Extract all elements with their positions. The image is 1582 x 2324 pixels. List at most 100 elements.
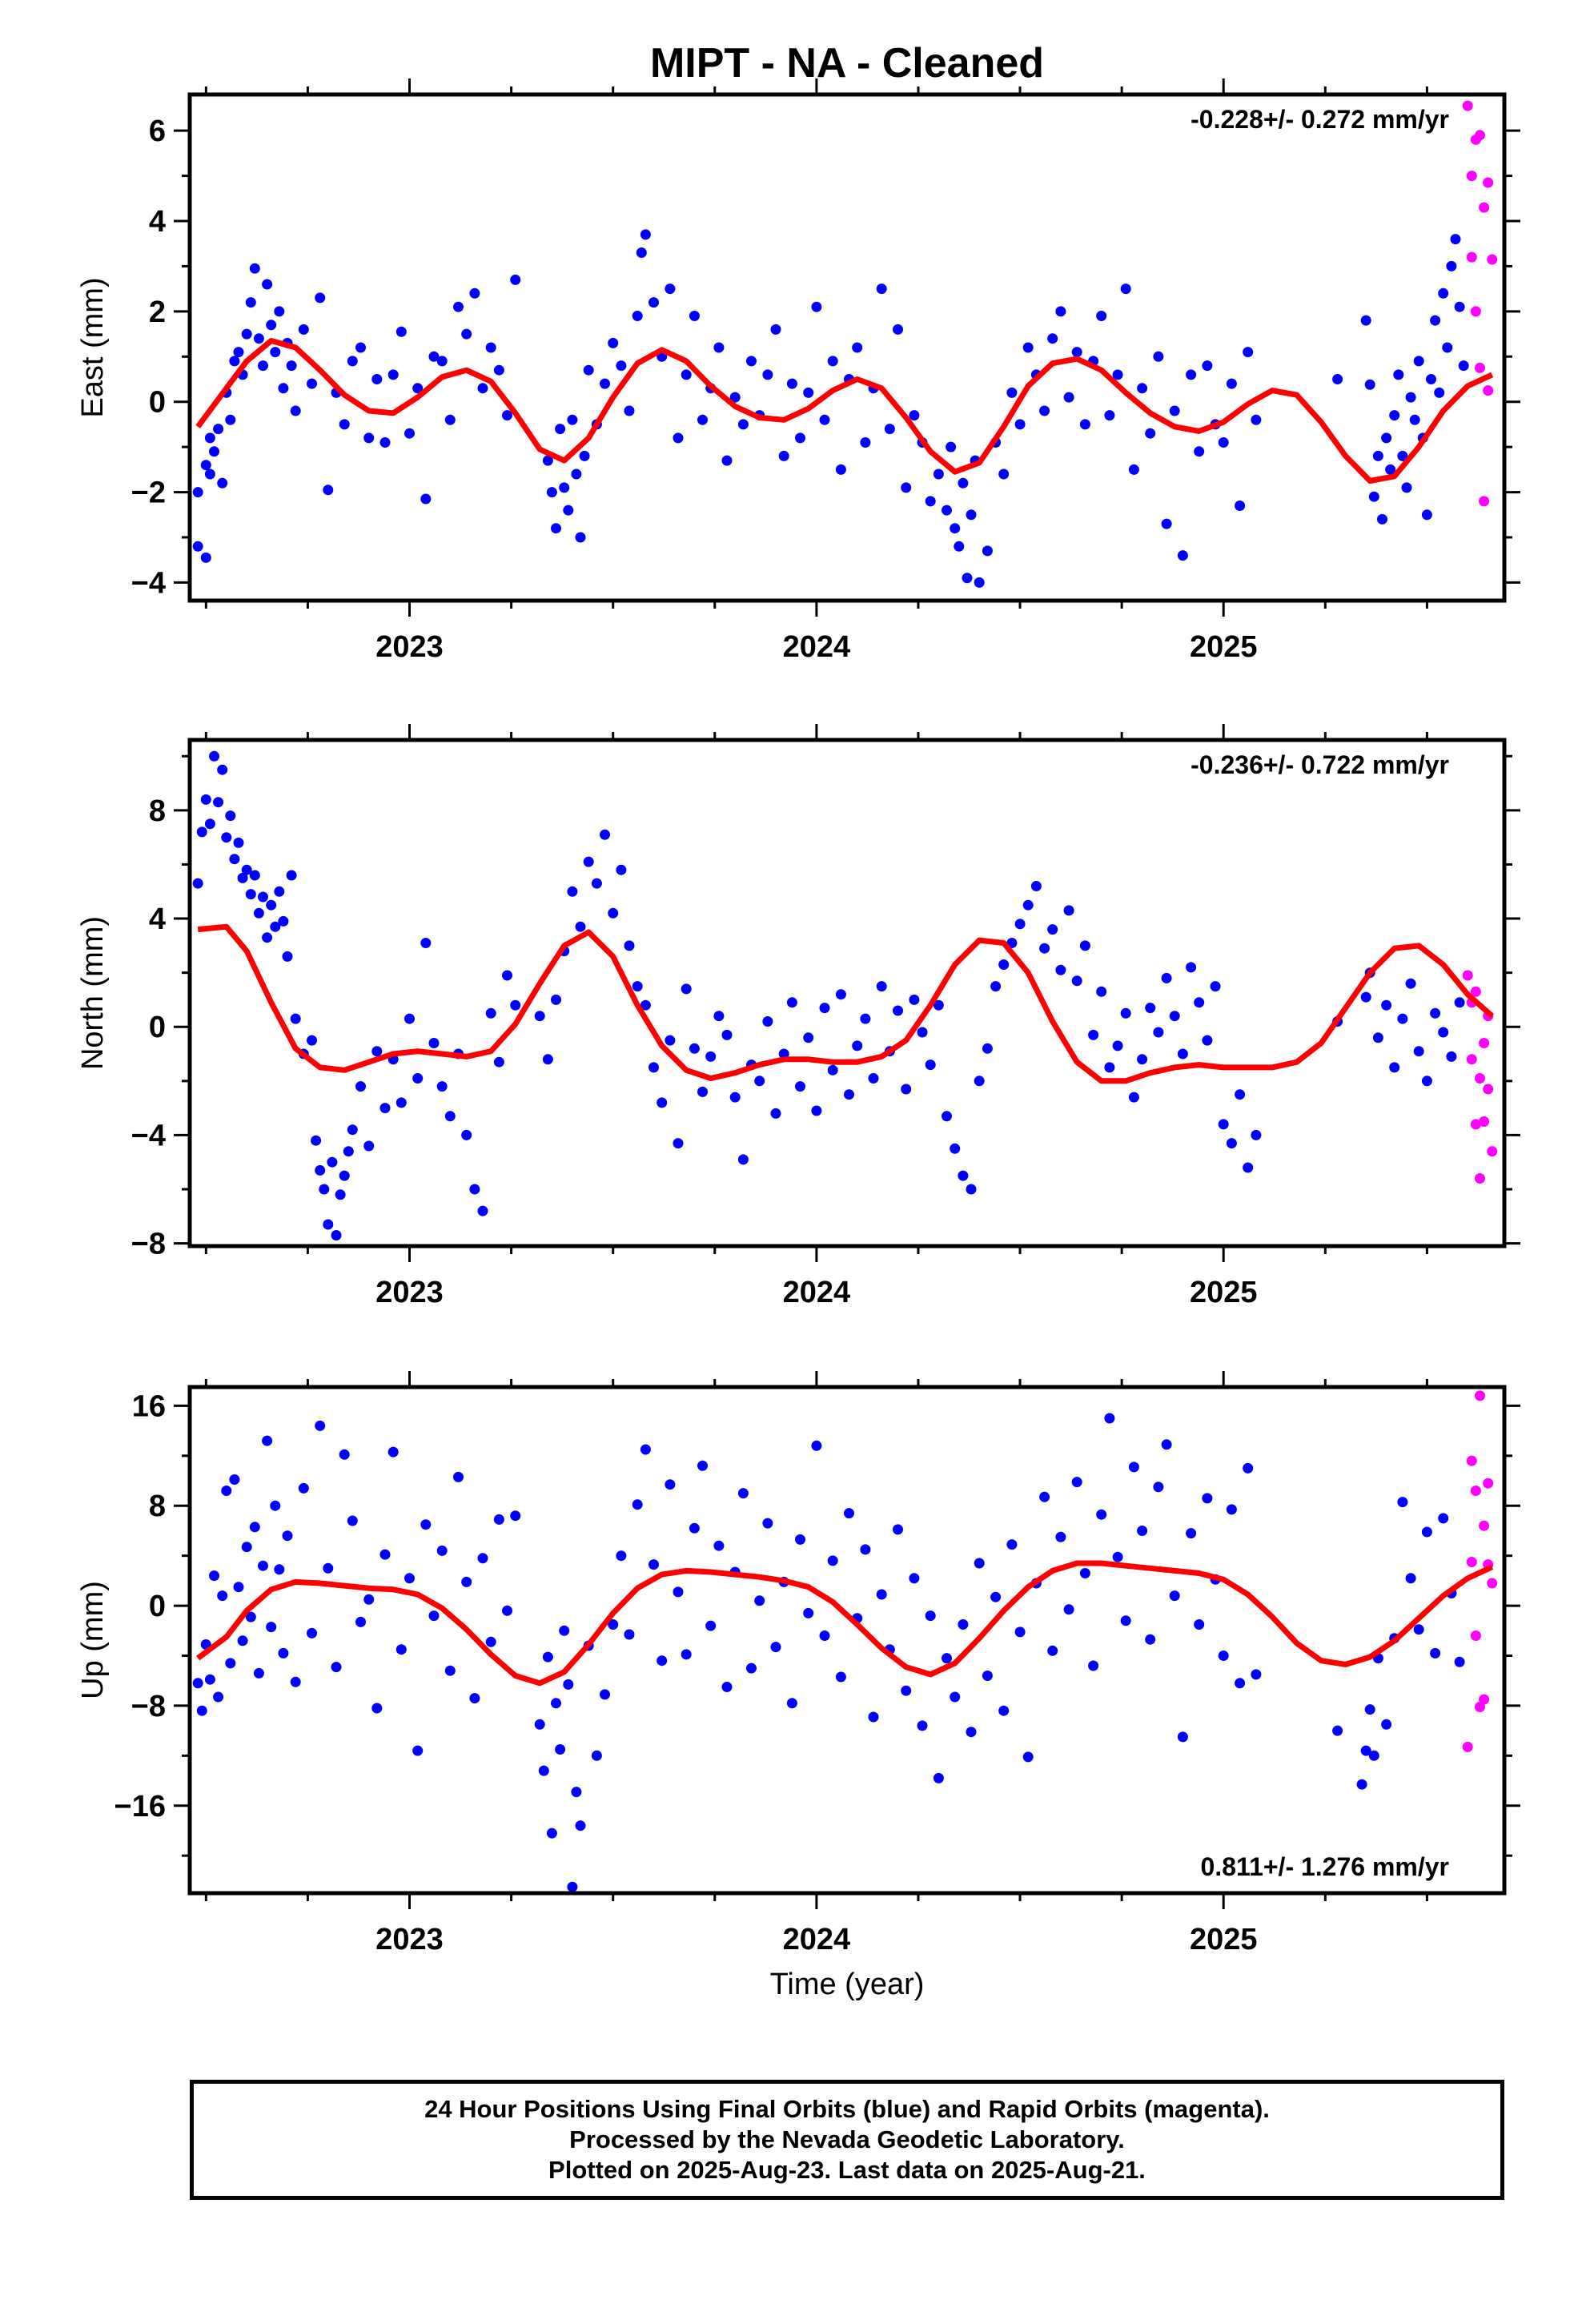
final-point	[567, 414, 578, 425]
final-point	[567, 886, 578, 897]
final-point	[901, 482, 912, 493]
final-point	[286, 360, 297, 372]
final-point	[266, 320, 277, 331]
final-point	[204, 1674, 215, 1685]
final-point	[600, 829, 610, 840]
final-point	[600, 1689, 610, 1700]
rapid-point	[1466, 1054, 1477, 1065]
final-point	[469, 287, 480, 299]
final-point	[811, 301, 822, 312]
final-point	[213, 797, 224, 808]
final-point	[1397, 1013, 1408, 1024]
final-point	[502, 410, 512, 421]
final-point	[754, 1595, 765, 1606]
rapid-point	[1479, 1116, 1490, 1127]
final-point	[249, 870, 260, 881]
final-point	[966, 1184, 977, 1195]
final-point	[1137, 383, 1148, 394]
final-point	[270, 921, 281, 932]
final-point	[307, 1627, 317, 1638]
final-point	[339, 419, 350, 430]
final-point	[998, 959, 1010, 970]
rapid-point	[1479, 1038, 1490, 1048]
final-point	[819, 1003, 830, 1014]
rate-annotation: 0.811+/- 1.276 mm/yr	[1201, 1852, 1449, 1881]
final-point	[1251, 414, 1262, 425]
final-point	[290, 1013, 301, 1024]
final-point	[1372, 1032, 1383, 1043]
final-point	[1446, 260, 1457, 271]
final-point	[819, 1630, 830, 1641]
final-point	[379, 437, 391, 448]
final-point	[551, 1698, 561, 1709]
final-point	[444, 1665, 456, 1676]
final-point	[327, 1156, 338, 1168]
final-point	[737, 1488, 749, 1499]
final-point	[608, 337, 619, 348]
final-point	[1438, 1027, 1449, 1038]
final-point	[786, 997, 797, 1008]
final-point	[213, 424, 224, 435]
final-point	[192, 878, 203, 889]
final-point	[233, 1582, 244, 1593]
final-point	[746, 1663, 757, 1674]
final-point	[1243, 1162, 1254, 1173]
final-point	[1372, 450, 1383, 461]
final-point	[656, 1655, 668, 1667]
final-point	[363, 1594, 375, 1605]
final-point	[1128, 1462, 1139, 1473]
final-point	[428, 1610, 440, 1622]
final-point	[795, 1534, 805, 1545]
final-point	[233, 347, 244, 358]
final-point	[583, 364, 594, 376]
final-point	[579, 450, 590, 461]
final-point	[485, 342, 496, 353]
final-point	[1030, 881, 1042, 891]
final-point	[404, 428, 415, 439]
final-point	[925, 1610, 936, 1622]
final-point	[786, 378, 797, 389]
final-point	[453, 301, 464, 312]
final-point	[998, 1705, 1010, 1716]
final-point	[1421, 509, 1432, 521]
final-point	[200, 460, 211, 471]
rapid-point	[1483, 1084, 1494, 1095]
final-point	[998, 468, 1010, 480]
final-point	[444, 1111, 456, 1122]
final-point	[721, 1029, 733, 1040]
rapid-point	[1466, 251, 1477, 263]
y-tick-label: −8	[131, 1690, 166, 1723]
final-point	[485, 1636, 496, 1647]
final-point	[1153, 1027, 1164, 1038]
final-point	[229, 1474, 240, 1485]
rapid-point	[1479, 1520, 1490, 1531]
final-point	[884, 424, 895, 435]
final-point	[1235, 1089, 1246, 1100]
final-point	[258, 1560, 268, 1571]
final-point	[795, 432, 805, 444]
final-point	[1104, 410, 1115, 421]
final-point	[347, 1515, 358, 1526]
y-tick-label: 8	[149, 1490, 166, 1523]
final-point	[1137, 1526, 1148, 1536]
final-point	[909, 994, 920, 1005]
final-point	[510, 1510, 521, 1522]
final-point	[510, 999, 521, 1011]
final-point	[1022, 899, 1034, 911]
x-tick-label: 2024	[783, 630, 851, 664]
final-point	[1218, 1651, 1229, 1661]
rapid-point	[1479, 202, 1490, 213]
final-point	[876, 981, 887, 992]
final-point	[1397, 450, 1408, 461]
final-point	[1458, 360, 1469, 372]
rapid-point	[1470, 1486, 1481, 1496]
final-point	[551, 523, 561, 534]
final-point	[1360, 315, 1371, 326]
final-point	[1442, 342, 1453, 353]
final-point	[616, 1550, 627, 1562]
x-tick-label: 2025	[1190, 1923, 1258, 1956]
final-point	[204, 432, 215, 444]
east-panel: 2023 2024 2025 −4 −2 0 2 4 6 East (mm) -0.228+/- 0…	[76, 78, 1520, 664]
final-point	[379, 1103, 391, 1114]
x-tick-label: 2023	[375, 630, 444, 664]
